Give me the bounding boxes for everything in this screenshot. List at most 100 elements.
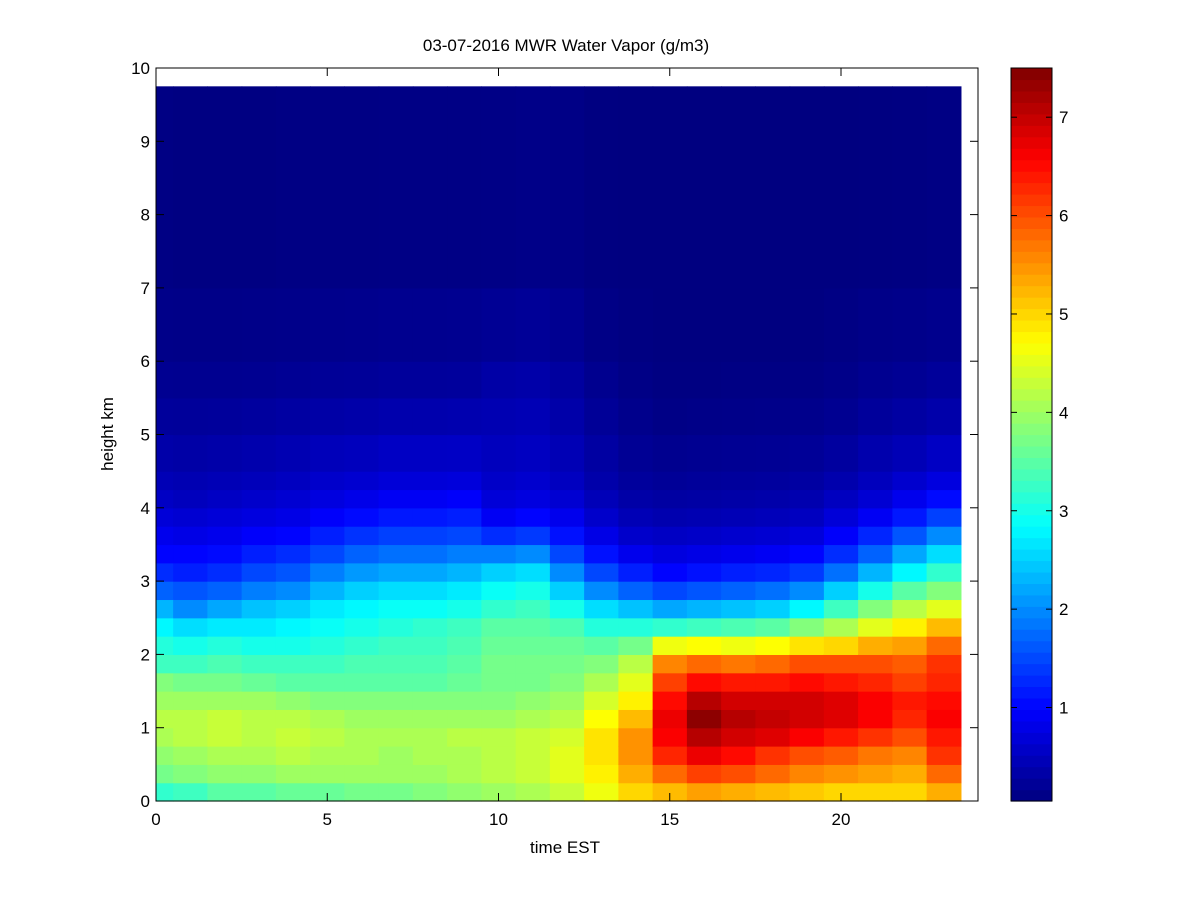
colorbar-step: [1011, 652, 1052, 665]
heatmap-cell: [652, 287, 688, 362]
heatmap-cell: [344, 562, 380, 582]
heatmap-cell: [207, 581, 243, 601]
y-tick-label: 7: [141, 279, 150, 298]
heatmap-cell: [652, 489, 688, 509]
heatmap-cell: [241, 86, 277, 289]
heatmap-cell: [823, 581, 859, 601]
heatmap-cell: [515, 397, 551, 436]
heatmap-cell: [173, 544, 208, 564]
heatmap-cell: [926, 672, 962, 692]
heatmap-cell: [275, 672, 311, 692]
heatmap-cell: [173, 691, 208, 710]
heatmap-cell: [344, 691, 380, 710]
heatmap-cell: [755, 361, 791, 399]
heatmap-cell: [378, 361, 414, 399]
heatmap-cell: [755, 727, 791, 747]
heatmap-cell: [481, 599, 517, 619]
heatmap-cell: [207, 691, 243, 710]
heatmap-cell: [549, 746, 585, 765]
heatmap-cell: [755, 617, 791, 637]
heatmap-cell: [618, 526, 654, 546]
colorbar-tick-label: 5: [1059, 305, 1068, 324]
heatmap-cell: [823, 471, 859, 491]
heatmap-cell: [344, 397, 380, 436]
heatmap-cell: [721, 361, 756, 399]
heatmap-cell: [618, 397, 654, 436]
heatmap-cell: [892, 434, 928, 472]
heatmap-cell: [207, 397, 243, 436]
heatmap-cell: [310, 361, 345, 399]
heatmap-cell: [310, 654, 345, 674]
heatmap-cell: [156, 654, 174, 674]
heatmap-cell: [584, 746, 619, 765]
heatmap-cell: [481, 709, 517, 729]
heatmap-cell: [241, 764, 277, 784]
heatmap-cell: [652, 581, 688, 601]
heatmap-cell: [207, 526, 243, 546]
heatmap-cell: [241, 782, 277, 802]
heatmap-cell: [481, 489, 517, 509]
heatmap-cell: [858, 507, 893, 527]
heatmap-cell: [156, 287, 174, 362]
heatmap-cell: [275, 746, 311, 765]
heatmap-cell: [926, 86, 962, 289]
heatmap-cell: [755, 746, 791, 765]
colorbar-step: [1011, 526, 1052, 539]
heatmap-cell: [310, 599, 345, 619]
heatmap-cell: [447, 636, 482, 655]
heatmap-cell: [412, 397, 448, 436]
heatmap-cell: [412, 562, 448, 582]
heatmap-cell: [412, 764, 448, 784]
heatmap-cell: [652, 86, 688, 289]
heatmap-cell: [447, 599, 482, 619]
heatmap-cell: [549, 672, 585, 692]
heatmap-cell: [344, 617, 380, 637]
heatmap-cell: [207, 361, 243, 399]
heatmap-cell: [241, 654, 277, 674]
heatmap-cell: [584, 361, 619, 399]
heatmap-cell: [584, 489, 619, 509]
heatmap-cell: [858, 544, 893, 564]
heatmap-cell: [618, 562, 654, 582]
heatmap-cell: [447, 581, 482, 601]
heatmap-cell: [447, 361, 482, 399]
heatmap-cell: [823, 86, 859, 289]
heatmap-cell: [789, 746, 825, 765]
heatmap-cell: [789, 727, 825, 747]
heatmap-cell: [207, 672, 243, 692]
heatmap-cell: [515, 544, 551, 564]
colorbar-step: [1011, 251, 1052, 264]
heatmap-cell: [755, 489, 791, 509]
heatmap-cell: [310, 526, 345, 546]
heatmap-cell: [892, 86, 928, 289]
heatmap-cell: [378, 397, 414, 436]
heatmap-cell: [721, 471, 756, 491]
heatmap-cell: [652, 361, 688, 399]
heatmap-cell: [241, 746, 277, 765]
heatmap-cell: [789, 599, 825, 619]
heatmap-cell: [584, 526, 619, 546]
heatmap-cell: [378, 617, 414, 637]
heatmap-cell: [926, 617, 962, 637]
colorbar-tick-label: 4: [1059, 403, 1068, 422]
heatmap-cell: [755, 782, 791, 802]
heatmap-cell: [892, 764, 928, 784]
colorbar-step: [1011, 583, 1052, 596]
heatmap-cell: [173, 434, 208, 472]
heatmap-cell: [241, 672, 277, 692]
heatmap-cell: [789, 86, 825, 289]
heatmap-cell: [344, 746, 380, 765]
heatmap-cell: [207, 782, 243, 802]
heatmap-cell: [275, 489, 311, 509]
heatmap-cell: [755, 544, 791, 564]
heatmap-cell: [549, 581, 585, 601]
heatmap-cell: [652, 727, 688, 747]
heatmap-cell: [275, 617, 311, 637]
heatmap-cell: [823, 562, 859, 582]
heatmap-cell: [686, 691, 722, 710]
heatmap-cell: [789, 617, 825, 637]
heatmap-cell: [652, 746, 688, 765]
heatmap-cell: [686, 397, 722, 436]
heatmap-cell: [173, 471, 208, 491]
heatmap-cell: [275, 287, 311, 362]
